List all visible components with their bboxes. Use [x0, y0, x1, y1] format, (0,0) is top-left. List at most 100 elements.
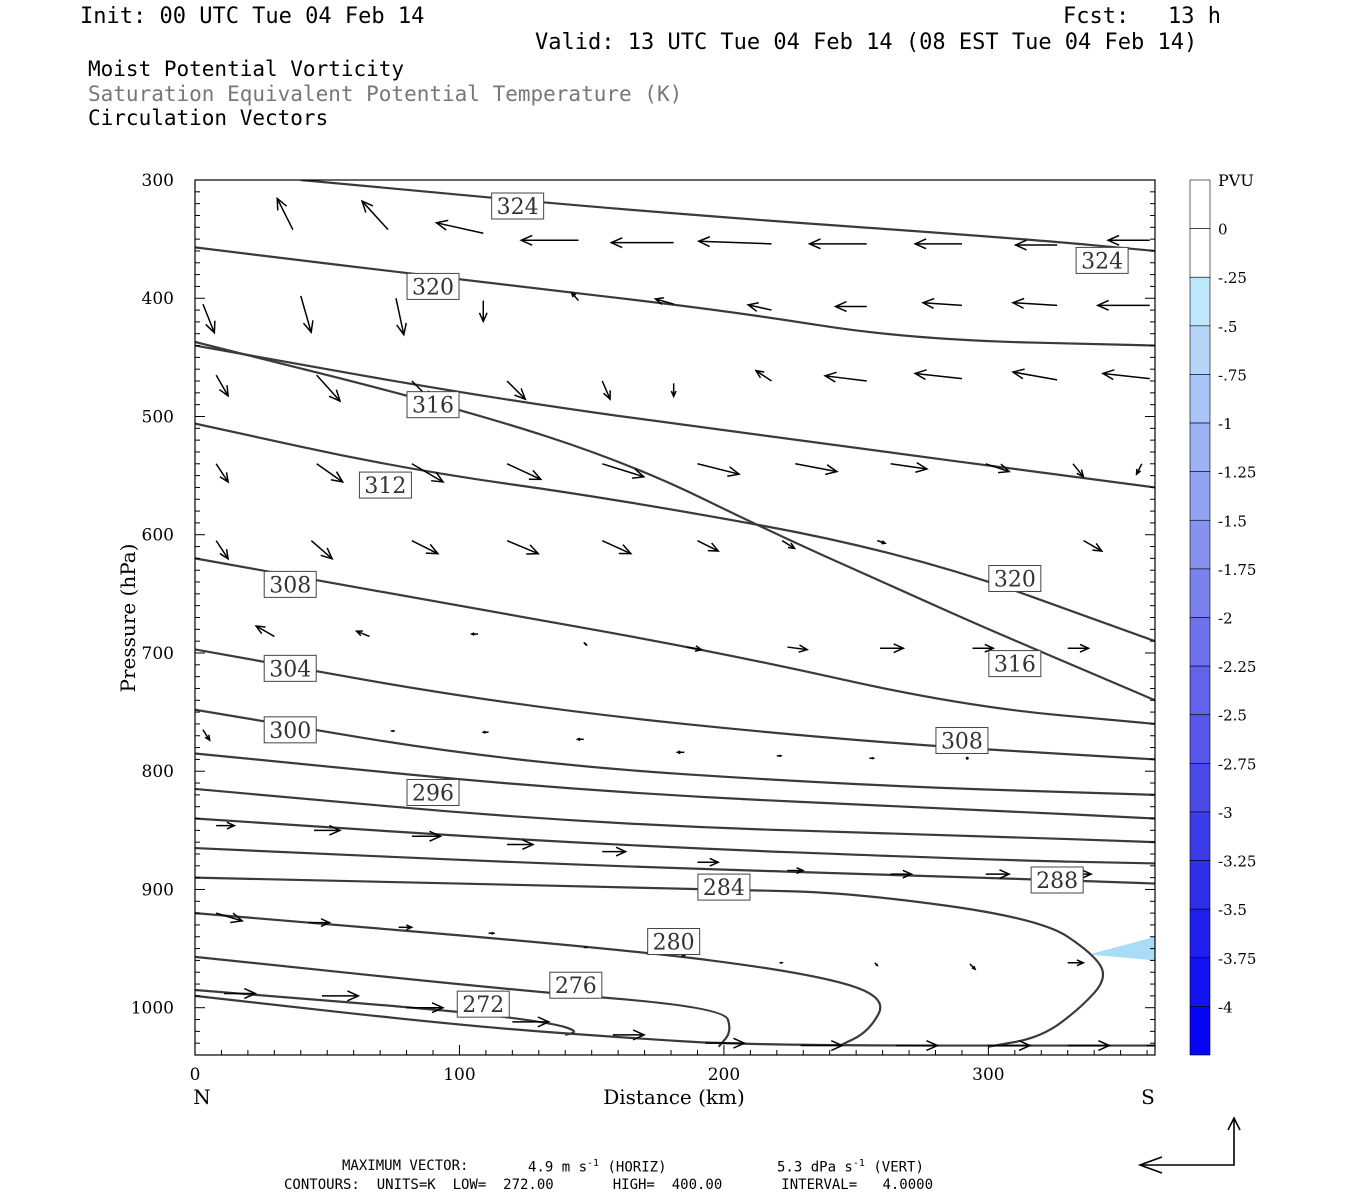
colorbar-segment	[1189, 325, 1211, 375]
colorbar-segment	[1189, 1006, 1211, 1056]
circulation-vector	[519, 234, 579, 246]
circulation-vector	[215, 540, 230, 561]
circulation-vector	[823, 371, 867, 383]
circulation-vector	[670, 383, 677, 399]
x-tick-label: 200	[708, 1065, 740, 1085]
circulation-vector	[697, 539, 720, 552]
colorbar-label: -3.75	[1218, 950, 1256, 968]
theta-e-contour	[195, 994, 1155, 1047]
contour-label-box	[406, 272, 460, 300]
colorbar-segment	[1189, 860, 1211, 910]
circulation-vector	[686, 645, 704, 652]
circulation-vector	[1135, 463, 1143, 476]
forecast-label: Fcst:	[1063, 4, 1130, 29]
circulation-vector	[787, 866, 805, 875]
contour-label: 284	[703, 876, 745, 901]
y-tick-label: 700	[142, 644, 174, 664]
pv-colorbar: 0 -.25 -.5 -.75 -1 -1.25 -1.5 -1.75 -2 -2.25 -2.5 -…	[1189, 179, 1256, 1056]
contour-label-box	[406, 779, 460, 806]
colorbar-segment	[1189, 228, 1211, 278]
circulation-vector	[316, 374, 342, 403]
circulation-vector	[653, 297, 674, 306]
circulation-vector	[1147, 1044, 1155, 1047]
circulation-vector	[1067, 643, 1091, 653]
circulation-vector	[890, 461, 929, 473]
circulation-vector	[697, 857, 721, 867]
circulation-vector	[754, 369, 772, 382]
x-tick-label: 0	[190, 1065, 201, 1085]
colorbar-segment	[1189, 422, 1211, 472]
circulation-vector	[398, 924, 414, 931]
theta-e-contour	[195, 752, 1155, 820]
legend-line-pv: Moist Potential Vorticity	[88, 57, 405, 81]
circulation-vector	[575, 737, 584, 742]
y-tick-label: 400	[142, 289, 174, 309]
circulation-vector	[913, 369, 963, 381]
circulation-vector	[833, 300, 867, 313]
circulation-vector	[411, 830, 443, 842]
contour-label-box	[935, 726, 989, 754]
circulation-vector	[781, 540, 797, 550]
colorbar-segment	[1189, 763, 1211, 813]
contour-label-box	[988, 650, 1042, 678]
circulation-vector	[1106, 234, 1150, 246]
contour-label: 316	[412, 394, 454, 419]
circulation-vector	[224, 987, 258, 1000]
contour-label-box	[263, 654, 317, 682]
circulation-vector	[478, 300, 488, 324]
circulation-vector	[354, 630, 370, 638]
circulation-vector	[697, 463, 741, 478]
circulation-vector	[601, 539, 633, 555]
circulation-vector	[985, 463, 1011, 474]
reference-vector-icon	[1137, 1116, 1241, 1174]
circulation-vector	[314, 824, 342, 836]
contour-label: 320	[412, 275, 454, 300]
circulation-vector	[215, 374, 230, 398]
contour-label: 308	[269, 573, 311, 598]
circulation-vector	[506, 463, 543, 481]
contour-label: 308	[941, 729, 983, 754]
colorbar-label: -2.75	[1218, 755, 1256, 773]
theta-e-contour	[195, 648, 1155, 761]
circulation-vector	[1011, 297, 1058, 309]
contour-label: 276	[555, 974, 597, 999]
y-tick-label: 300	[142, 171, 174, 191]
circulation-vector	[895, 1039, 940, 1052]
contour-label: 312	[364, 474, 406, 499]
colorbar-unit: PVU	[1218, 171, 1254, 190]
theta-e-contour	[195, 846, 1155, 885]
colorbar-label: -3.25	[1218, 853, 1256, 871]
circulation-vector	[969, 963, 977, 971]
circulation-vector	[877, 539, 887, 545]
circulation-vector	[869, 756, 876, 760]
north-end-label: N	[193, 1085, 211, 1109]
colorbar-label: -.25	[1218, 269, 1247, 287]
colorbar-segment	[1189, 179, 1211, 229]
colorbar-segment	[1189, 957, 1211, 1007]
circulation-vector	[609, 237, 674, 249]
south-end-label: S	[1141, 1085, 1155, 1109]
colorbar-label: -.75	[1218, 366, 1247, 384]
contour-label-box	[549, 971, 603, 999]
circulation-vector	[395, 298, 408, 337]
contour-label-box	[358, 471, 412, 499]
colorbar-segment	[1189, 471, 1211, 521]
colorbar-label: -1.5	[1218, 512, 1247, 530]
y-tick-label: 1000	[131, 999, 174, 1019]
colorbar-segment	[1189, 665, 1211, 716]
init-time: Init: 00 UTC Tue 04 Feb 14	[80, 4, 425, 29]
contour-label: 316	[994, 653, 1036, 678]
contour-label-box	[491, 192, 545, 220]
circulation-vector	[787, 644, 809, 653]
circulation-vector	[681, 954, 687, 957]
theta-e-contour	[195, 557, 1155, 726]
y-tick-label: 500	[142, 407, 174, 427]
contour-label: 320	[994, 567, 1036, 592]
contour-label-box	[263, 570, 317, 598]
circulation-vector	[411, 539, 440, 555]
colorbar-label: -.5	[1218, 318, 1237, 336]
circulation-vector	[1011, 368, 1058, 381]
theta-e-contour	[300, 180, 1155, 253]
circulation-vector	[506, 380, 527, 401]
